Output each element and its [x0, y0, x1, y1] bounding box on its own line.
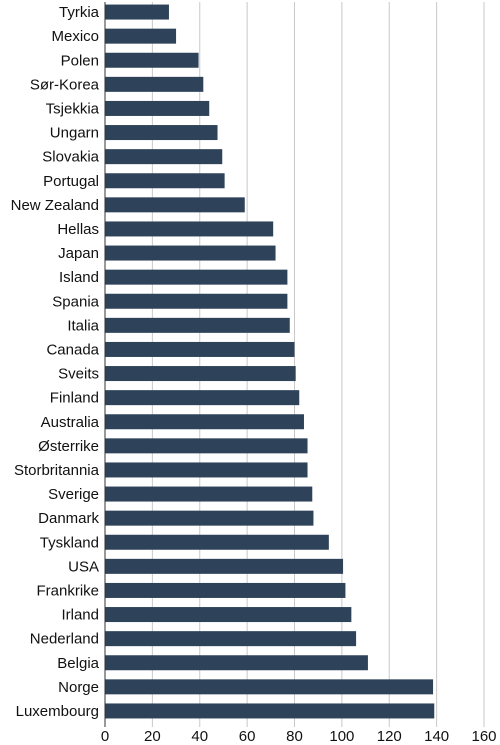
bar-sverige [105, 486, 313, 502]
category-label: Sverige [48, 486, 99, 503]
bar-new-zealand [105, 197, 245, 213]
bar-australia [105, 414, 304, 430]
bars [105, 4, 435, 719]
bar-island [105, 269, 288, 285]
bar-belgia [105, 655, 368, 671]
category-label: Irland [61, 607, 99, 624]
bar-italia [105, 317, 290, 333]
x-tick-label: 160 [471, 728, 496, 745]
category-label: Mexico [51, 28, 99, 45]
category-label: Sveits [58, 366, 99, 383]
x-tick-label: 20 [144, 728, 161, 745]
category-label: Canada [46, 341, 99, 358]
category-label: Australia [41, 414, 100, 431]
x-tick-label: 120 [377, 728, 402, 745]
category-label: Belgia [57, 655, 99, 672]
bar-nederland [105, 631, 357, 647]
bar-østerrike [105, 438, 308, 454]
bar-tsjekkia [105, 100, 210, 116]
bar-sveits [105, 366, 296, 382]
category-label: Norge [58, 679, 99, 696]
category-labels: Tyrkia Mexico Polen Sør-Korea Tsjekkia Ungarn… [11, 4, 100, 720]
bar-japan [105, 245, 276, 261]
bar-slovakia [105, 149, 223, 165]
category-label: Portugal [43, 173, 99, 190]
category-label: Sør-Korea [30, 76, 100, 93]
category-label: Østerrike [38, 438, 99, 455]
x-tick-label: 60 [239, 728, 256, 745]
category-label: Island [59, 269, 99, 286]
bar-irland [105, 607, 352, 623]
category-label: Nederland [30, 631, 99, 648]
bar-frankrike [105, 582, 346, 598]
bar-tyskland [105, 534, 329, 550]
bar-tyrkia [105, 4, 169, 20]
bar-storbritannia [105, 462, 308, 478]
category-label: Frankrike [36, 582, 99, 599]
category-label: Hellas [57, 221, 99, 238]
bar-danmark [105, 510, 314, 526]
category-label: Italia [67, 317, 99, 334]
x-tick-label: 100 [329, 728, 354, 745]
gridlines [151, 2, 485, 727]
x-tick-label: 140 [424, 728, 449, 745]
bar-portugal [105, 173, 225, 189]
x-tick-label: 0 [101, 728, 109, 745]
bar-hellas [105, 221, 274, 237]
category-label: New Zealand [11, 197, 99, 214]
category-label: Danmark [38, 510, 99, 527]
bar-polen [105, 52, 199, 68]
category-label: Finland [50, 390, 99, 407]
category-label: Tyrkia [59, 4, 100, 21]
bar-luxembourg [105, 703, 435, 719]
category-label: Slovakia [42, 149, 99, 166]
category-label: Tyskland [40, 534, 99, 551]
bar-ungarn [105, 125, 218, 141]
bar-norge [105, 679, 434, 695]
category-label: Storbritannia [14, 462, 100, 479]
category-label: Spania [52, 293, 99, 310]
category-label: Ungarn [50, 125, 99, 142]
x-tick-labels: 0 20 40 60 80 100 120 140 160 [101, 728, 497, 745]
bar-sør-korea [105, 76, 204, 92]
x-tick-label: 80 [286, 728, 303, 745]
bar-usa [105, 558, 344, 574]
bar-canada [105, 341, 295, 357]
category-label: Tsjekkia [46, 100, 100, 117]
bar-finland [105, 390, 300, 406]
bar-mexico [105, 28, 177, 44]
bar-spania [105, 293, 288, 309]
category-label: Polen [61, 52, 99, 69]
category-label: Japan [58, 245, 99, 262]
category-label: Luxembourg [16, 703, 99, 720]
x-tick-label: 40 [191, 728, 208, 745]
category-label: USA [68, 558, 99, 575]
